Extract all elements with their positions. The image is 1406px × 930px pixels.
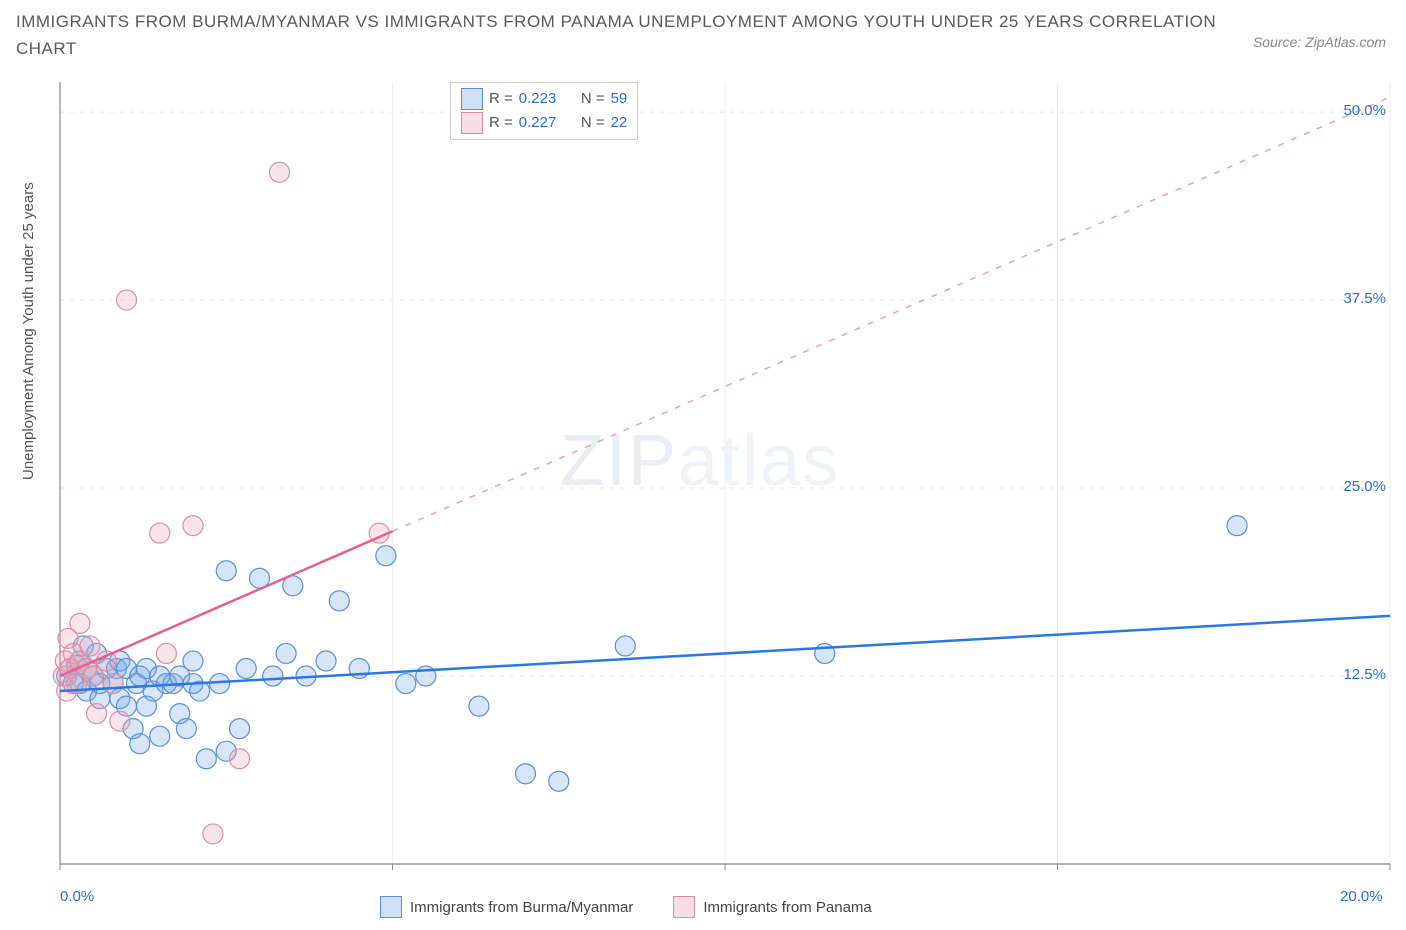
r-label: R = (489, 111, 513, 135)
x-tick-label: 0.0% (60, 888, 94, 905)
r-value: 0.223 (519, 87, 557, 111)
y-tick-label: 50.0% (1330, 102, 1386, 119)
pink-swatch-icon (461, 112, 483, 134)
y-tick-label: 12.5% (1330, 666, 1386, 683)
x-tick-label: 20.0% (1340, 888, 1383, 905)
chart-container: IMMIGRANTS FROM BURMA/MYANMAR VS IMMIGRA… (0, 0, 1406, 930)
r-label: R = (489, 87, 513, 111)
y-tick-label: 25.0% (1330, 478, 1386, 495)
legend-series-item: Immigrants from Panama (673, 896, 871, 918)
legend-series-item: Immigrants from Burma/Myanmar (380, 896, 633, 918)
chart-svg (0, 0, 1406, 930)
r-value: 0.227 (519, 111, 557, 135)
n-label: N = (581, 87, 605, 111)
legend-series: Immigrants from Burma/Myanmar Immigrants … (380, 896, 872, 918)
y-tick-label: 37.5% (1330, 290, 1386, 307)
n-label: N = (581, 111, 605, 135)
legend-stat-row: R = 0.223 N = 59 (461, 87, 627, 111)
legend-series-label: Immigrants from Burma/Myanmar (410, 899, 633, 916)
blue-swatch-icon (461, 88, 483, 110)
legend-series-label: Immigrants from Panama (703, 899, 871, 916)
blue-swatch-icon (380, 896, 402, 918)
pink-swatch-icon (673, 896, 695, 918)
legend-stat-row: R = 0.227 N = 22 (461, 111, 627, 135)
legend-stats-box: R = 0.223 N = 59 R = 0.227 N = 22 (450, 82, 638, 140)
n-value: 22 (611, 111, 628, 135)
n-value: 59 (611, 87, 628, 111)
